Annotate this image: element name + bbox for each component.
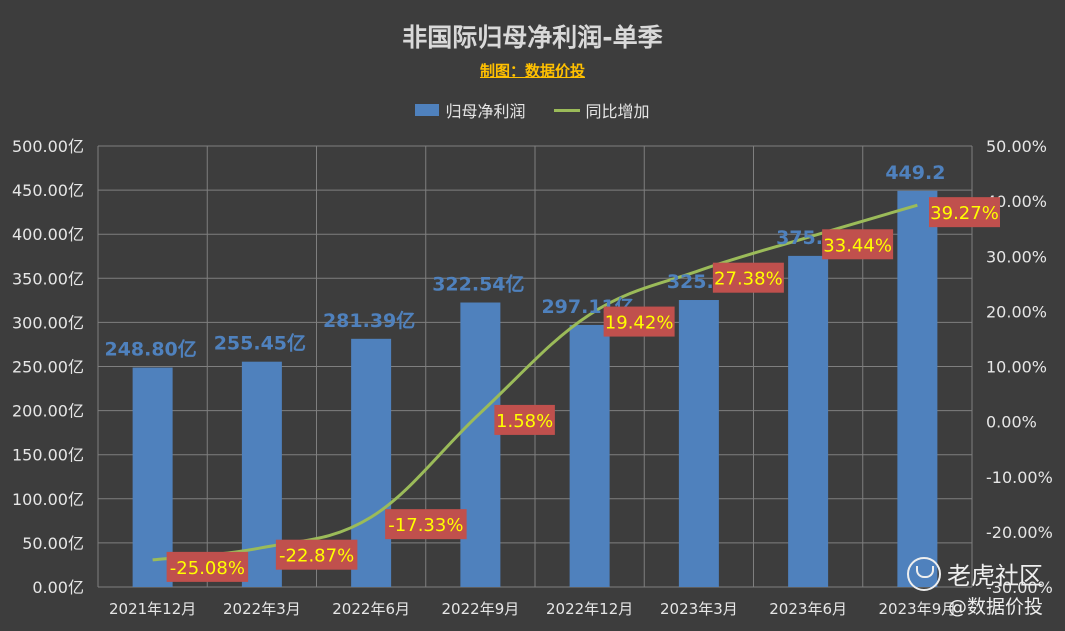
legend-item-bar: 归母净利润 — [415, 98, 526, 122]
y-left-tick-label: 400.00亿 — [12, 225, 84, 244]
y-right-tick-label: -30.00% — [986, 578, 1053, 597]
watermark-handle: @数据价投 — [947, 596, 1043, 618]
watermark-brand: 老虎社区 — [907, 556, 1043, 591]
legend: 归母净利润 同比增加 — [0, 98, 1065, 122]
line-value-label: 1.58% — [496, 411, 553, 432]
legend-bar-label: 归母净利润 — [445, 102, 526, 121]
y-left-tick-label: 0.00亿 — [32, 578, 84, 597]
bar-value-label: 281.39亿 — [323, 309, 415, 332]
x-tick-label: 2022年6月 — [332, 600, 410, 618]
bar — [897, 190, 938, 587]
watermark-brand-text: 老虎社区 — [947, 562, 1043, 590]
bar-value-label: 255.45亿 — [214, 332, 306, 355]
line-value-label: 19.42% — [605, 313, 674, 334]
y-left-tick-label: 50.00亿 — [22, 534, 84, 553]
bar — [569, 324, 610, 587]
bar — [788, 255, 829, 587]
line-label-badge — [385, 509, 467, 540]
line-value-label: -17.33% — [388, 515, 463, 536]
x-tick-label: 2021年12月 — [109, 600, 196, 618]
bar — [351, 338, 392, 587]
x-tick-label: 2023年3月 — [660, 600, 738, 618]
bar — [678, 300, 719, 587]
line-label-badge — [275, 539, 358, 570]
y-left-tick-label: 100.00亿 — [12, 490, 84, 509]
bar-value-label: 375.4 — [776, 227, 836, 249]
bar-value-label: 325.3 — [667, 271, 727, 293]
line-label-badge — [494, 404, 555, 435]
line-value-label: -22.87% — [279, 546, 354, 567]
tiger-logo-icon — [907, 556, 941, 591]
x-tick-label: 2022年12月 — [546, 600, 633, 618]
y-left-tick-label: 500.00亿 — [12, 137, 84, 156]
y-right-tick-label: 30.00% — [986, 247, 1047, 266]
y-right-tick-label: 40.00% — [986, 192, 1047, 211]
line-value-label: 39.27% — [930, 203, 999, 224]
y-right-tick-label: 0.00% — [986, 413, 1037, 432]
y-left-tick-label: 150.00亿 — [12, 446, 84, 465]
line-label-badge — [822, 229, 894, 260]
x-tick-label: 2022年9月 — [442, 600, 520, 618]
chart-title: 非国际归母净利润-单季 — [402, 23, 663, 52]
line-label-badge — [712, 262, 784, 293]
line-label-badge — [166, 551, 249, 582]
bar — [132, 367, 173, 587]
bar — [460, 302, 501, 587]
y-left-tick-label: 250.00亿 — [12, 358, 84, 377]
line-value-label: 33.44% — [823, 235, 892, 256]
line-label-badge — [603, 306, 675, 337]
x-tick-label: 2023年9月 — [879, 600, 957, 618]
legend-line-label: 同比增加 — [585, 102, 650, 121]
chart-subtitle: 制图：数据价投 — [479, 62, 585, 80]
y-right-tick-label: -20.00% — [986, 523, 1053, 542]
y-right-tick-label: 50.00% — [986, 137, 1047, 156]
y-left-tick-label: 350.00亿 — [12, 269, 84, 288]
line-value-label: 27.38% — [714, 269, 783, 290]
line-label-badge — [929, 197, 1000, 228]
bar-value-label: 248.80亿 — [104, 338, 196, 361]
line-value-label: -25.08% — [170, 558, 245, 579]
y-left-tick-label: 200.00亿 — [12, 402, 84, 421]
y-left-tick-label: 300.00亿 — [12, 313, 84, 332]
legend-bar-swatch — [415, 104, 440, 116]
y-left-tick-label: 450.00亿 — [12, 181, 84, 200]
y-right-tick-label: -10.00% — [986, 468, 1053, 487]
bar-value-label: 322.54亿 — [432, 273, 524, 296]
y-right-tick-label: 10.00% — [986, 358, 1047, 377]
y-right-tick-label: 20.00% — [986, 302, 1047, 321]
legend-line-swatch — [553, 108, 580, 112]
x-tick-label: 2023年6月 — [769, 600, 847, 618]
legend-item-line: 同比增加 — [553, 98, 650, 122]
x-tick-label: 2022年3月 — [223, 600, 301, 618]
bar-value-label: 449.2 — [885, 162, 945, 184]
